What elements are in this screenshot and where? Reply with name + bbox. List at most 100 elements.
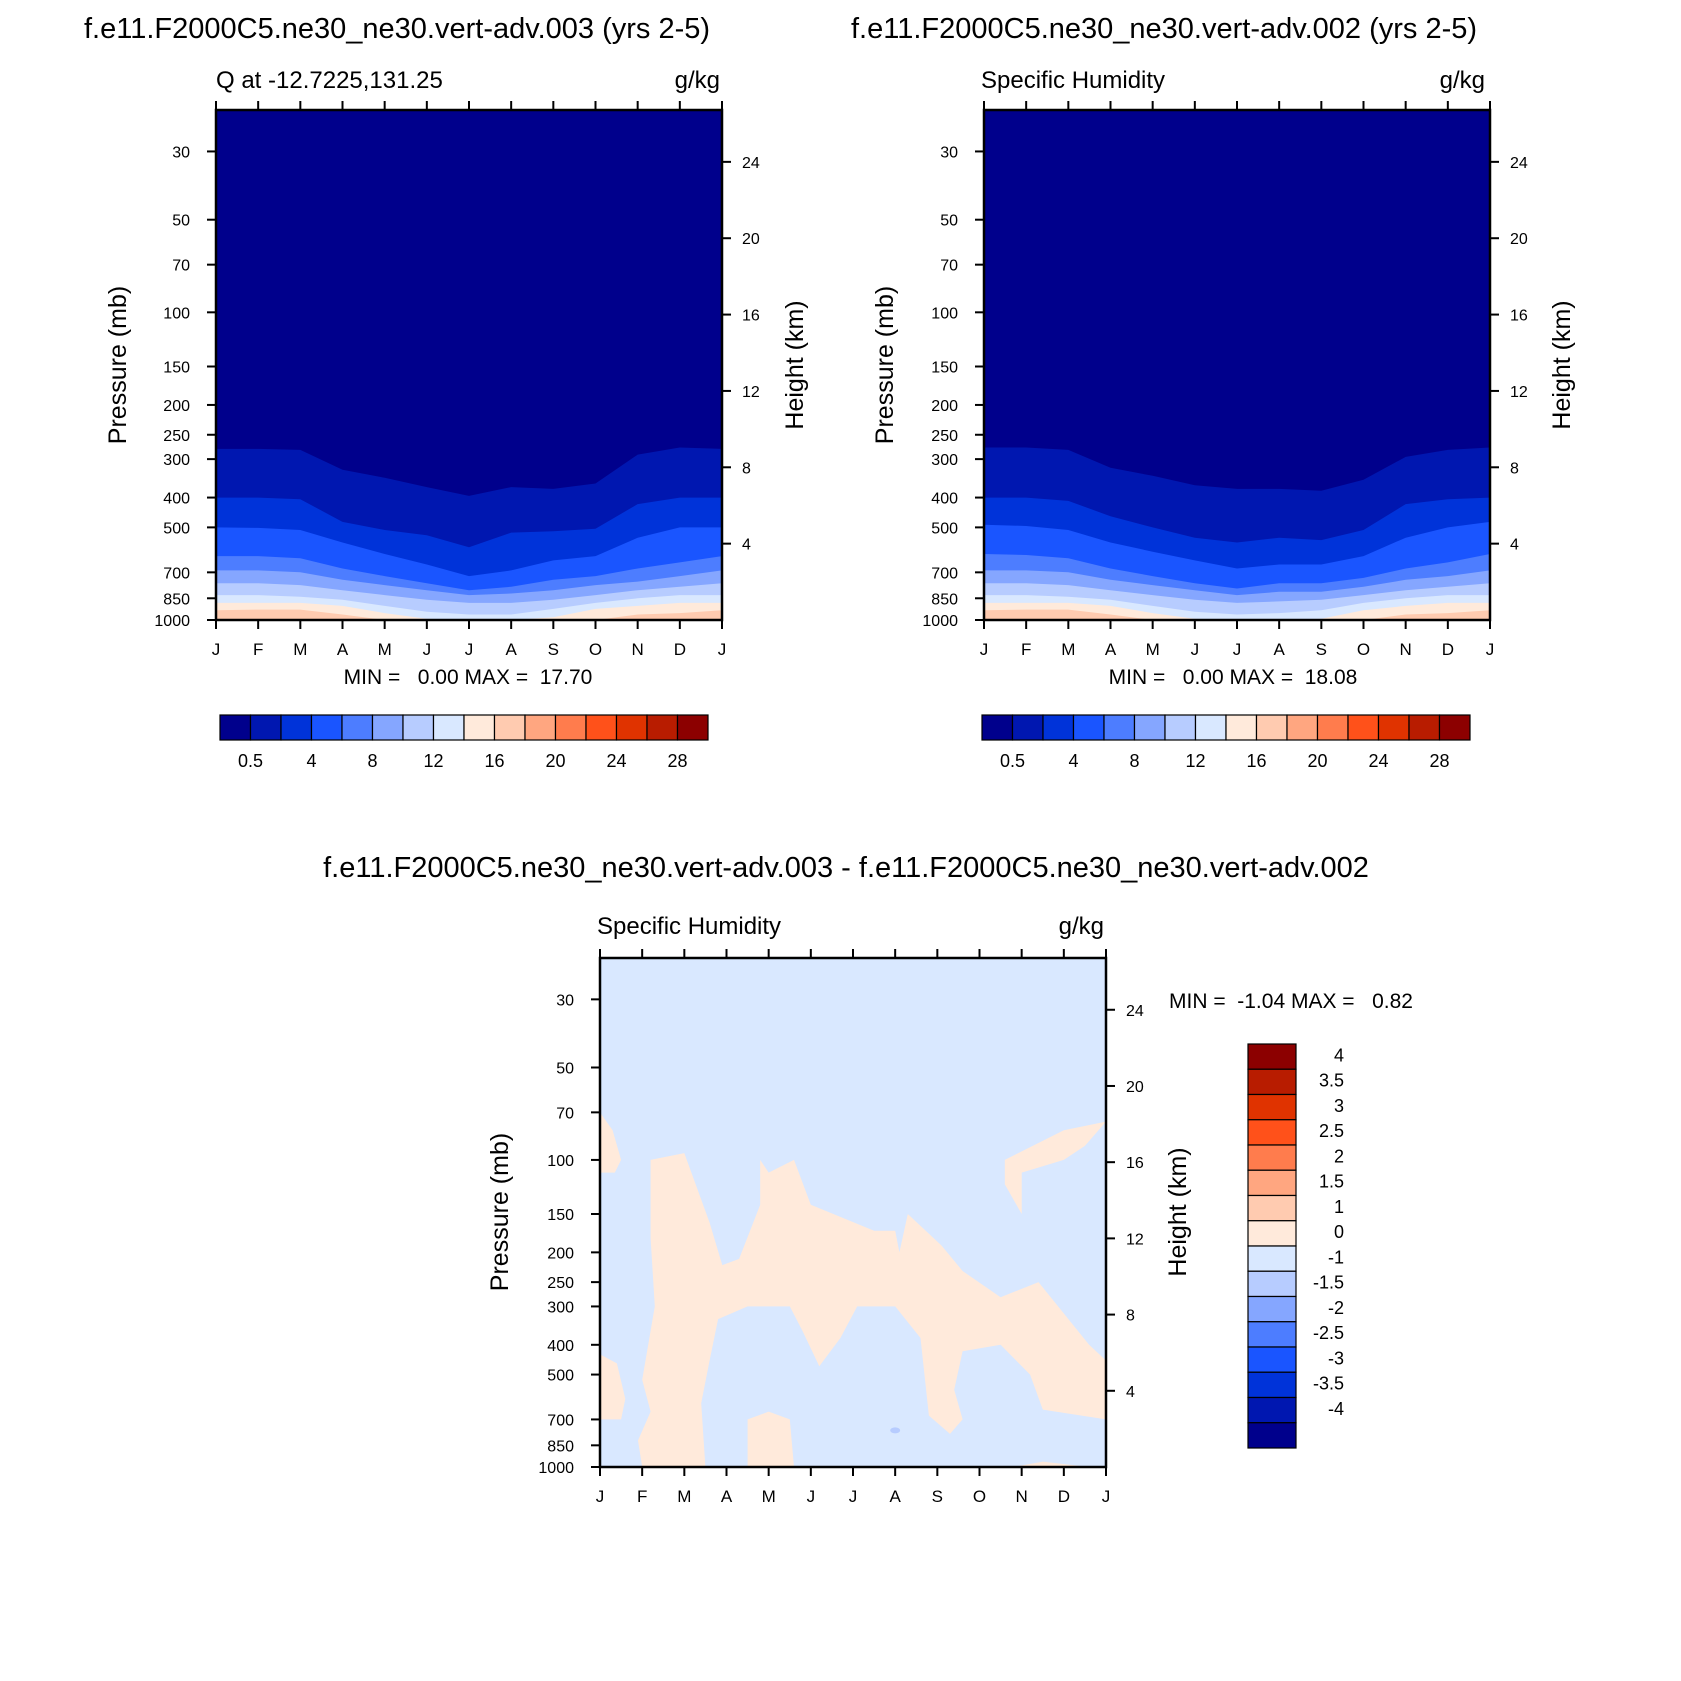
colorbar-box	[981, 714, 1014, 741]
panel1-minmax: MIN = 0.00 MAX = 17.70	[344, 666, 593, 689]
x-tick-label: M	[1146, 640, 1160, 659]
panel1-left-label: Q at -12.7225,131.25	[216, 67, 443, 94]
colorbar-box	[1408, 714, 1441, 741]
x-tick-label: S	[932, 1487, 943, 1506]
y2-tick-label: 16	[742, 308, 760, 325]
colorbar-box	[1286, 714, 1319, 741]
x-tick-label: J	[1233, 640, 1242, 659]
panel3-positive-region	[600, 1112, 622, 1173]
panel3-axes: J F M A M J J A S O N D J 30 50 70 100 150 200 250 300 400 500…	[538, 949, 1144, 1506]
y2-tick-label: 8	[1126, 1308, 1135, 1325]
x-tick-label: D	[674, 640, 686, 659]
x-tick-label: J	[980, 640, 989, 659]
colorbar-label: 20	[1307, 751, 1327, 771]
x-tick-label: J	[596, 1487, 605, 1506]
colorbar-box	[1247, 1245, 1297, 1272]
panel3-minmax: MIN = -1.04 MAX = 0.82	[1169, 990, 1413, 1013]
colorbar-box	[1247, 1119, 1297, 1146]
x-tick-label: J	[1102, 1487, 1111, 1506]
x-tick-label: A	[337, 640, 349, 659]
x-tick-label: J	[807, 1487, 816, 1506]
colorbar-box	[1011, 714, 1044, 741]
y-tick-label: 500	[931, 520, 958, 537]
panel3-y-label: Pressure (mb)	[486, 1133, 514, 1291]
x-tick-label: F	[637, 1487, 647, 1506]
colorbar-box	[1247, 1194, 1297, 1222]
colorbar-box	[1438, 714, 1471, 741]
colorbar-label: 12	[423, 751, 443, 771]
panel2-axes: J F M A M J J A S O N D J 30 50 70 100 150 200 250 300 400 500…	[922, 101, 1528, 659]
x-tick-label: J	[465, 640, 474, 659]
y2-tick-label: 20	[742, 231, 760, 248]
colorbar-label: 4	[306, 751, 316, 771]
x-tick-label: S	[548, 640, 559, 659]
colorbar-label: 3.5	[1319, 1071, 1344, 1091]
colorbar-label: -1.5	[1313, 1273, 1344, 1293]
colorbar-box	[371, 714, 404, 741]
panel3-positive-region	[747, 1411, 794, 1467]
colorbar-box	[1247, 1270, 1297, 1298]
y-tick-label: 500	[547, 1368, 574, 1385]
y-tick-label: 100	[931, 305, 958, 322]
colorbar-box	[554, 714, 587, 741]
panel2-contours	[984, 110, 1490, 620]
colorbar-label: 24	[1368, 751, 1388, 771]
y2-tick-label: 24	[1126, 1003, 1144, 1020]
colorbar-label: 1.5	[1319, 1172, 1344, 1192]
colorbar-box	[463, 714, 496, 741]
x-tick-label: M	[378, 640, 392, 659]
y2-tick-label: 20	[1126, 1079, 1144, 1096]
colorbar-box	[493, 714, 526, 741]
colorbar-box	[1247, 1346, 1297, 1373]
y-tick-label: 200	[163, 398, 190, 415]
x-tick-label: A	[505, 640, 517, 659]
colorbar-label: 8	[367, 751, 377, 771]
colorbar-label: 4	[1334, 1045, 1344, 1065]
panel2-y-label: Pressure (mb)	[871, 286, 899, 444]
y2-tick-label: 16	[1510, 308, 1528, 325]
colorbar-box	[1247, 1144, 1297, 1171]
colorbar-box	[1247, 1422, 1297, 1449]
panel1-y2-label: Height (km)	[781, 300, 809, 429]
y-tick-label: 50	[172, 213, 190, 230]
panel1-units: g/kg	[675, 67, 720, 94]
y2-tick-label: 24	[742, 155, 760, 172]
colorbar-label: -2.5	[1313, 1323, 1344, 1343]
panel3-positive-region	[1013, 1461, 1090, 1467]
y-tick-label: 700	[547, 1412, 574, 1429]
panel2-units: g/kg	[1440, 67, 1485, 94]
panel3-positive-region	[899, 1252, 929, 1266]
y-tick-label: 300	[163, 452, 190, 469]
x-tick-label: A	[721, 1487, 733, 1506]
y-tick-label: 150	[163, 360, 190, 377]
colorbar-box	[1247, 1220, 1297, 1247]
y-tick-label: 150	[547, 1207, 574, 1224]
x-tick-label: N	[1400, 640, 1412, 659]
panel3-negative-region	[890, 1427, 901, 1434]
colorbar-box	[1072, 714, 1105, 741]
y-tick-label: 30	[940, 144, 958, 161]
colorbar-box	[1133, 714, 1166, 741]
x-tick-label: O	[589, 640, 602, 659]
y-tick-label: 400	[547, 1338, 574, 1355]
x-tick-label: M	[677, 1487, 691, 1506]
colorbar-box	[280, 714, 313, 741]
y-tick-label: 50	[940, 213, 958, 230]
x-tick-label: J	[849, 1487, 858, 1506]
y-tick-label: 70	[940, 258, 958, 275]
panel1-title: f.e11.F2000C5.ne30_ne30.vert-adv.003 (yr…	[84, 13, 710, 45]
colorbar-box	[1255, 714, 1288, 741]
y-tick-label: 50	[556, 1060, 574, 1077]
y-tick-label: 100	[547, 1153, 574, 1170]
colorbar-box	[1247, 1093, 1297, 1121]
y-tick-label: 200	[931, 398, 958, 415]
x-tick-label: A	[1273, 640, 1285, 659]
x-tick-label: J	[1191, 640, 1200, 659]
x-tick-label: J	[423, 640, 432, 659]
panel1-y-label: Pressure (mb)	[104, 286, 132, 444]
colorbar-box	[1247, 1295, 1297, 1323]
x-tick-label: J	[718, 640, 727, 659]
y-tick-label: 700	[163, 565, 190, 582]
colorbar-box	[341, 714, 374, 741]
